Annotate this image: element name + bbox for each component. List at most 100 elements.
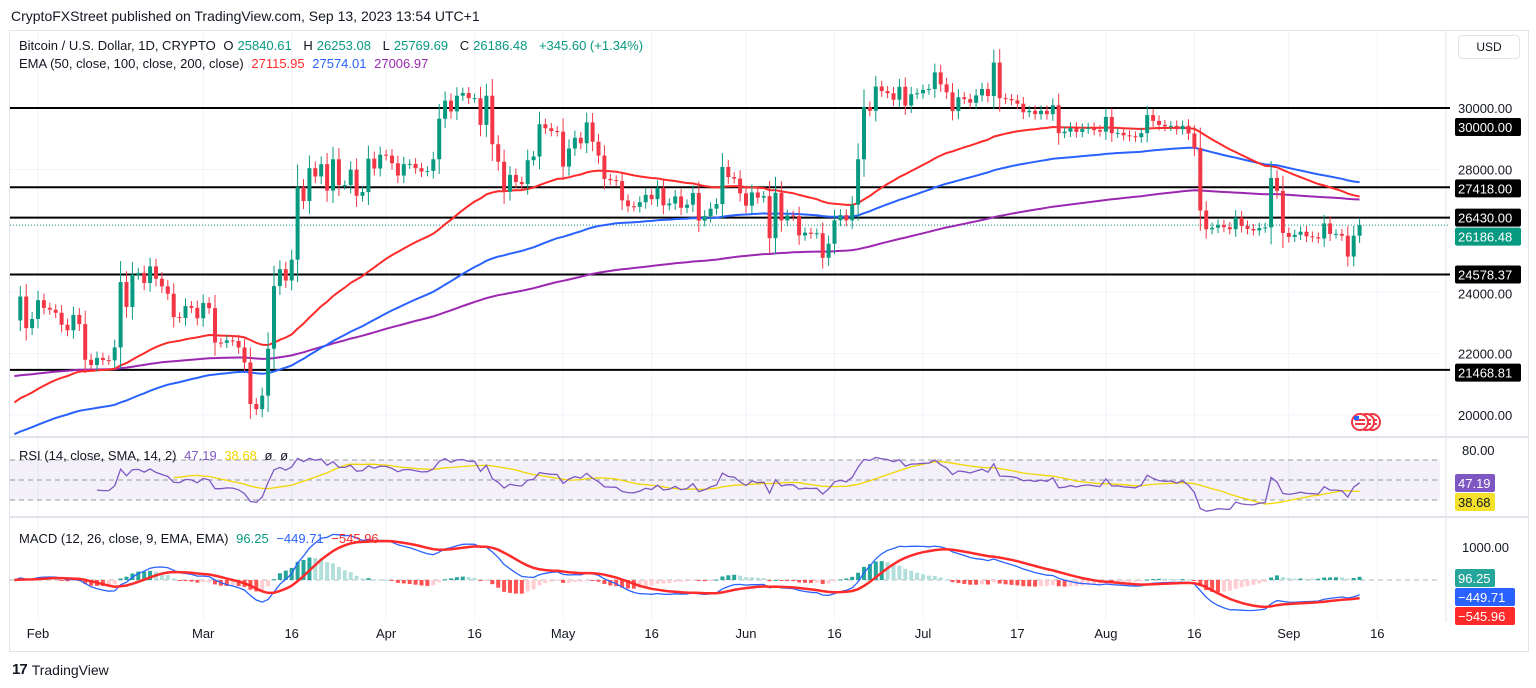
candle-body [313, 168, 318, 177]
candle-body [932, 72, 937, 89]
candle-body [1033, 110, 1038, 115]
candle-body [1245, 225, 1250, 229]
macd-histogram-bar [449, 578, 453, 580]
candle-body [661, 187, 666, 206]
candle-body [354, 169, 359, 196]
candle-body [808, 232, 813, 234]
macd-histogram-bar [224, 580, 229, 587]
candle-body [879, 86, 884, 92]
candle-body [490, 95, 495, 145]
candle-body [909, 94, 914, 106]
macd-histogram-bar [454, 577, 459, 580]
candle-body [18, 296, 23, 321]
macd-histogram-bar [1027, 580, 1032, 587]
candle-body [690, 193, 695, 205]
rsi-label[interactable]: RSI (14, close, SMA, 14, 2) [19, 448, 177, 463]
candle-body [726, 166, 731, 178]
macd-histogram-bar [1269, 577, 1274, 580]
macd-histogram-bar [1133, 580, 1138, 582]
candle-body [77, 314, 82, 325]
candle-body [608, 178, 613, 181]
macd-histogram-bar [260, 580, 265, 591]
x-axis-tick-label: Sep [1277, 626, 1300, 641]
candle-body [637, 202, 642, 207]
high-label: H [303, 38, 313, 53]
macd-histogram-bar [307, 557, 312, 580]
candle-body [466, 92, 471, 99]
candle-body [472, 98, 477, 100]
macd-histogram-bar [331, 563, 335, 580]
us-flag-event-icon[interactable] [1351, 413, 1381, 431]
candle-body [1162, 124, 1167, 127]
macd-histogram-bar [997, 580, 1002, 584]
macd-histogram-bar [879, 561, 884, 580]
macd-histogram-bar [620, 580, 625, 588]
macd-histogram-bar [207, 580, 212, 583]
level-price-label: 26430.00 [1458, 211, 1512, 226]
macd-histogram-bar [590, 580, 595, 581]
candle-body [1257, 228, 1262, 231]
candle-body [643, 194, 648, 203]
change-value: +345.60 (+1.34%) [538, 38, 644, 53]
symbol-name[interactable]: Bitcoin / U.S. Dollar, 1D, CRYPTO [19, 38, 216, 53]
macd-histogram-bar [543, 580, 548, 584]
macd-histogram-bar [1039, 580, 1043, 587]
macd-histogram-bar [1304, 578, 1309, 580]
candle-body [738, 178, 743, 194]
macd-histogram-bar [443, 579, 448, 581]
macd-histogram-bar [873, 561, 878, 580]
macd-histogram-bar [83, 580, 88, 584]
candle-body [561, 131, 566, 167]
candle-body [1186, 125, 1191, 134]
flag-canton [1354, 416, 1359, 420]
x-axis-tick-label: May [551, 626, 576, 641]
ema-label[interactable]: EMA (50, close, 100, close, 200, close) [19, 56, 244, 71]
open-number: 25840.61 [237, 38, 292, 53]
candle-body [732, 177, 737, 179]
candle-body [460, 92, 465, 96]
macd-histogram-bar [932, 575, 937, 580]
candle-body [1133, 136, 1138, 138]
macd-histogram-bar [761, 578, 766, 580]
candle-body [508, 174, 512, 192]
macd-histogram-bar [106, 580, 111, 586]
candle-body [897, 86, 902, 100]
candle-body [1098, 130, 1102, 132]
macd-histogram-bar [71, 580, 76, 581]
macd-histogram-bar [354, 575, 359, 580]
macd-histogram-bar [484, 580, 489, 581]
macd-histogram-bar [171, 578, 176, 580]
macd-histogram-bar [325, 562, 330, 580]
tradingview-logo[interactable]: 17 TradingView [12, 661, 109, 678]
macd-histogram-bar [608, 580, 613, 586]
currency-button[interactable]: USD [1458, 35, 1520, 59]
candle-body [419, 168, 424, 172]
macd-histogram-bar [667, 580, 672, 584]
candle-body [59, 312, 64, 325]
macd-histogram-bar [1092, 580, 1097, 585]
candle-body [1351, 235, 1356, 257]
candle-body [832, 220, 837, 244]
x-axis-tick-label: Apr [376, 626, 397, 641]
macd-label[interactable]: MACD (12, 26, close, 9, EMA, EMA) [19, 531, 229, 546]
candle-body [1115, 132, 1120, 134]
macd-histogram-bar [1339, 577, 1344, 580]
macd-histogram-bar [407, 580, 412, 584]
candle-body [41, 300, 46, 308]
macd-histogram-bar [437, 580, 442, 583]
close-label: C [459, 38, 470, 53]
candle-body [112, 347, 117, 361]
macd-histogram-bar [1050, 580, 1055, 586]
macd-histogram-bar [195, 580, 200, 583]
candle-body [873, 86, 878, 111]
macd-histogram-bar [1257, 580, 1262, 584]
macd-histogram-bar [1168, 578, 1173, 580]
macd-histogram-bar [236, 580, 241, 587]
low-label: L [382, 38, 390, 53]
candle-body [997, 62, 1002, 99]
candle-body [183, 306, 188, 318]
candle-body [991, 62, 996, 97]
candle-body [1192, 133, 1197, 148]
candle-body [744, 193, 748, 206]
